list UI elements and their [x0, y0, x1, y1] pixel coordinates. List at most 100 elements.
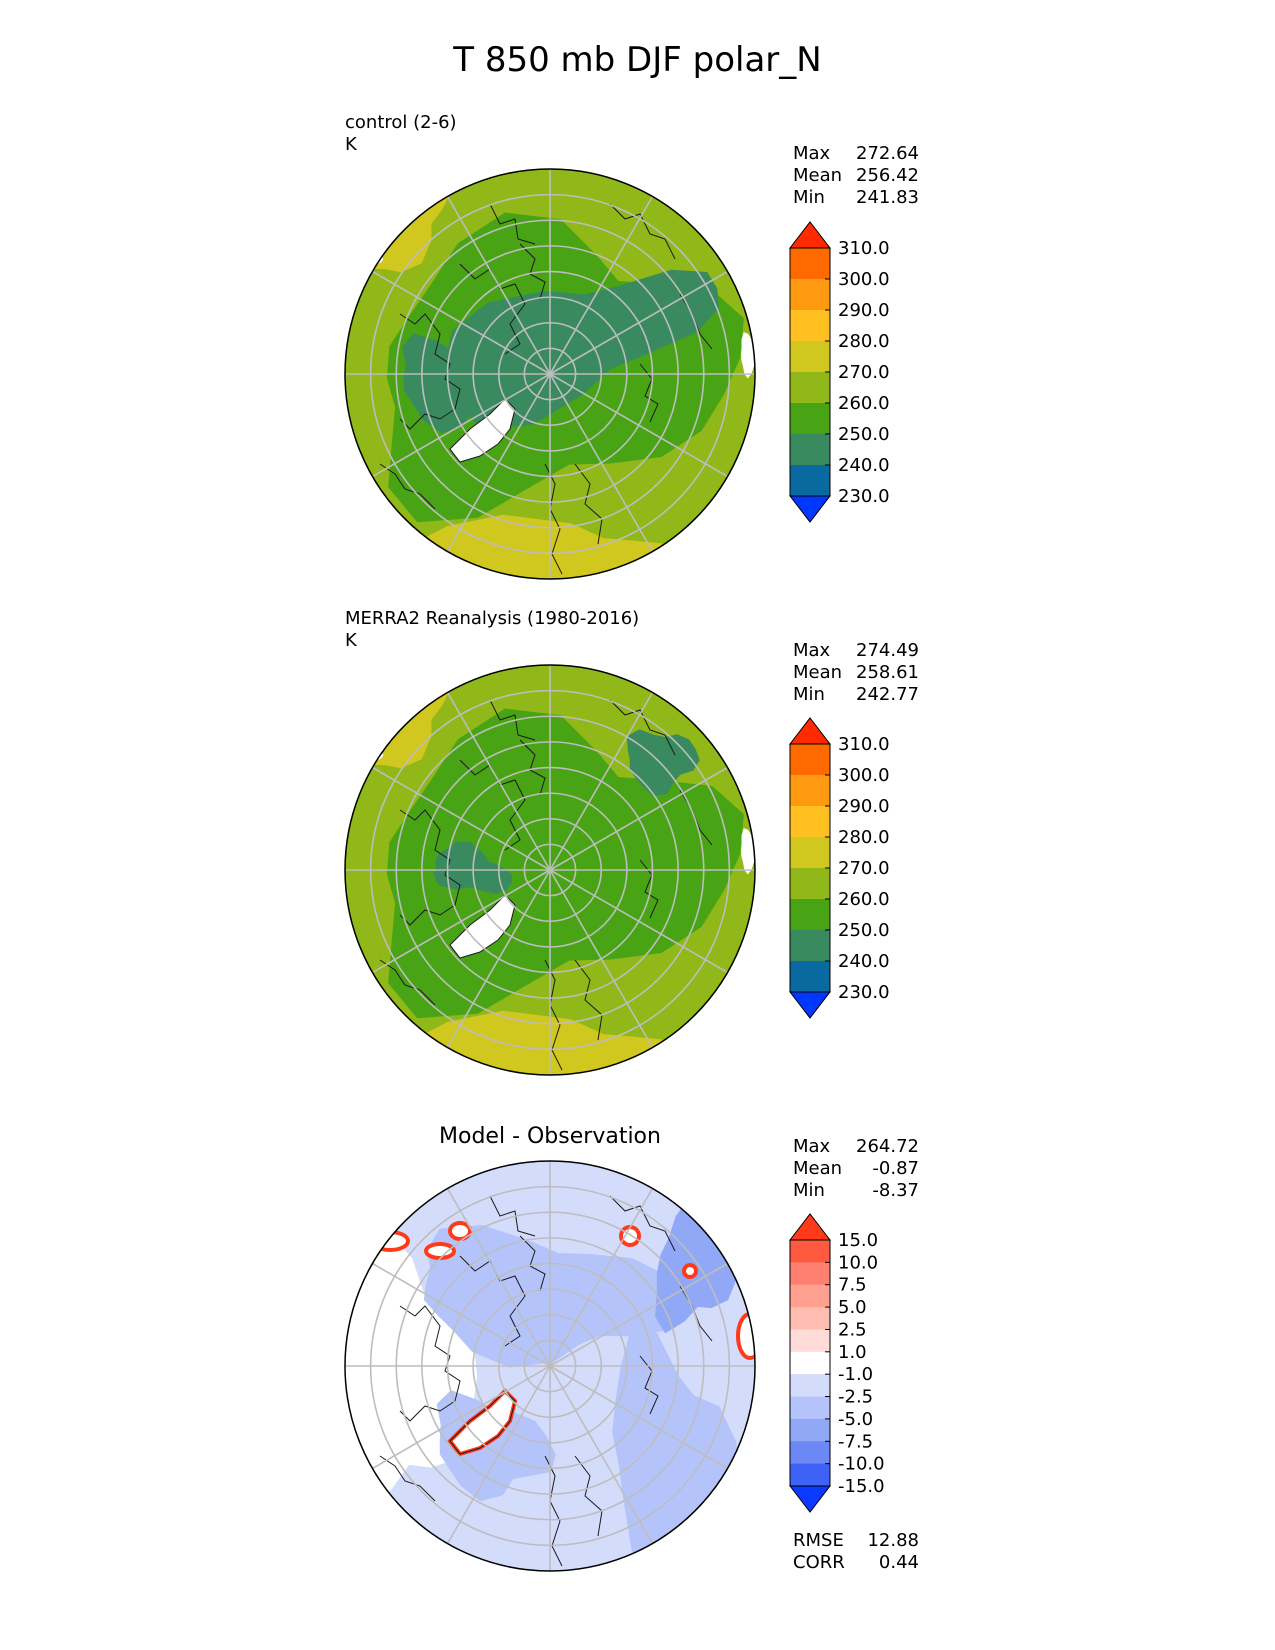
colorbar-segment: [790, 403, 830, 435]
colorbar-segment: [790, 930, 830, 962]
coastline-greenland: [449, 894, 516, 959]
coastline: [399, 809, 461, 926]
field-band-minus-2-5: [436, 1390, 556, 1502]
stat-row: Max 274.49: [793, 640, 919, 661]
colorbar-segment: [790, 1351, 830, 1375]
colorbar-tick-label: 250.0: [838, 424, 890, 445]
coastline: [459, 263, 526, 355]
metric-row: RMSE 12.88: [793, 1530, 919, 1551]
colorbar-tick-label: -10.0: [838, 1454, 885, 1475]
stat-row: Max 272.64: [793, 143, 919, 164]
missing-data-greenland: [450, 895, 515, 958]
coastline: [574, 463, 603, 545]
meridian-line: [549, 1188, 654, 1367]
colorbar-tick-label: 260.0: [838, 889, 890, 910]
coastline-greenland: [449, 1390, 516, 1455]
field-band-250: [402, 333, 510, 434]
meridian-line: [372, 1365, 551, 1470]
panel-2-stats: Max 274.49 Mean 258.61 Min 242.77: [793, 640, 919, 706]
colorbar-segment: [790, 248, 830, 280]
stat-row: Min -8.37: [793, 1180, 919, 1201]
colorbar-extend-bottom: [788, 495, 832, 523]
colorbar-tick-label: -5.0: [838, 1409, 873, 1430]
colorbar-tick-label: 230.0: [838, 982, 890, 1003]
large-bias-contour: [424, 1242, 456, 1260]
meridian-line: [549, 270, 728, 375]
panel-3-metrics: RMSE 12.88 CORR 0.44: [793, 1530, 919, 1574]
colorbar-tick-label: 270.0: [838, 362, 890, 383]
missing-data-patch: [741, 828, 755, 875]
colorbar-segment: [790, 837, 830, 869]
panel-2-polar-map: [344, 664, 756, 1076]
meridian-line: [446, 1188, 551, 1367]
panel-1-colorbar: 310.0 300.0 290.0 280.0 270.0 260.0 250.0 240.0…: [788, 221, 890, 523]
coastline: [544, 1455, 563, 1567]
colorbar-frame: [789, 1239, 831, 1487]
colorbar-segment: [790, 775, 830, 807]
large-bias-contour: [619, 1225, 641, 1247]
coastline: [544, 959, 563, 1071]
large-bias-contour: [448, 1221, 472, 1241]
colorbar-tick-label: 260.0: [838, 393, 890, 414]
colorbar-segment: [790, 465, 830, 497]
coastline: [544, 463, 563, 575]
colorbar-extend-bottom: [788, 1485, 832, 1513]
colorbar-tick-label: 280.0: [838, 827, 890, 848]
meridian-line: [446, 373, 551, 552]
stat-row: Mean 256.42: [793, 165, 919, 186]
colorbar-segment: [790, 1240, 830, 1263]
figure-title: T 850 mb DJF polar_N: [453, 40, 822, 80]
colorbar-segment: [790, 1307, 830, 1330]
colorbar-tick-label: 240.0: [838, 951, 890, 972]
colorbar-tick-label: 1.0: [838, 1342, 867, 1363]
panel-2-label: MERRA2 Reanalysis (1980-2016) K: [345, 608, 639, 652]
map-boundary: [344, 168, 756, 580]
coastline: [399, 313, 461, 430]
colorbar-tick-label: 240.0: [838, 455, 890, 476]
colorbar-segment: [790, 961, 830, 993]
coastline: [379, 463, 436, 510]
coastline: [609, 699, 676, 756]
colorbar-segment: [790, 744, 830, 776]
colorbar-segment: [790, 1284, 830, 1308]
colorbar-segment: [790, 279, 830, 311]
panel-1-label: control (2-6) K: [345, 112, 457, 156]
colorbar-tick-label: 10.0: [838, 1252, 878, 1273]
coastline: [574, 1455, 603, 1537]
coastline: [574, 959, 603, 1041]
panel-3-polar-map: [344, 1160, 756, 1572]
coastline: [489, 203, 536, 245]
colorbar-segment: [790, 899, 830, 931]
stat-row: Min 241.83: [793, 187, 919, 208]
colorbar-segment: [790, 806, 830, 838]
coastline: [609, 203, 676, 260]
colorbar-tick-label: 15.0: [838, 1230, 878, 1251]
panel-1-stats: Max 272.64 Mean 256.42 Min 241.83: [793, 143, 919, 209]
missing-data-patch: [741, 332, 755, 379]
colorbar-segment: [790, 1418, 830, 1442]
meridian-line: [372, 270, 551, 375]
colorbar-tick-label: 250.0: [838, 920, 890, 941]
colorbar-segment: [790, 1396, 830, 1420]
meridian-line: [549, 869, 654, 1048]
colorbar-tick-label: 300.0: [838, 269, 890, 290]
panel-2-name: MERRA2 Reanalysis (1980-2016): [345, 608, 640, 629]
meridian-line: [549, 869, 728, 974]
coastline: [609, 1195, 676, 1252]
colorbar-tick-label: 290.0: [838, 300, 890, 321]
coastline-greenland: [449, 398, 516, 463]
colorbar-extend-top: [788, 1213, 832, 1241]
colorbar-tick-label: -15.0: [838, 1476, 885, 1497]
stat-row: Mean 258.61: [793, 662, 919, 683]
colorbar-extend-top: [788, 717, 832, 745]
coastline: [489, 699, 536, 741]
map-boundary: [344, 1160, 756, 1572]
meridian-line: [372, 1262, 551, 1367]
meridian-line: [549, 766, 728, 871]
meridian-line: [549, 1365, 654, 1544]
panel-3-colorbar: 15.010.07.55.02.51.0-1.0-2.5-5.0-7.5-10.…: [788, 1213, 885, 1513]
colorbar-tick-label: 7.5: [838, 1275, 867, 1296]
large-bias-contour: [370, 1230, 410, 1252]
colorbar-segment: [790, 310, 830, 342]
metric-row: CORR 0.44: [793, 1552, 919, 1573]
